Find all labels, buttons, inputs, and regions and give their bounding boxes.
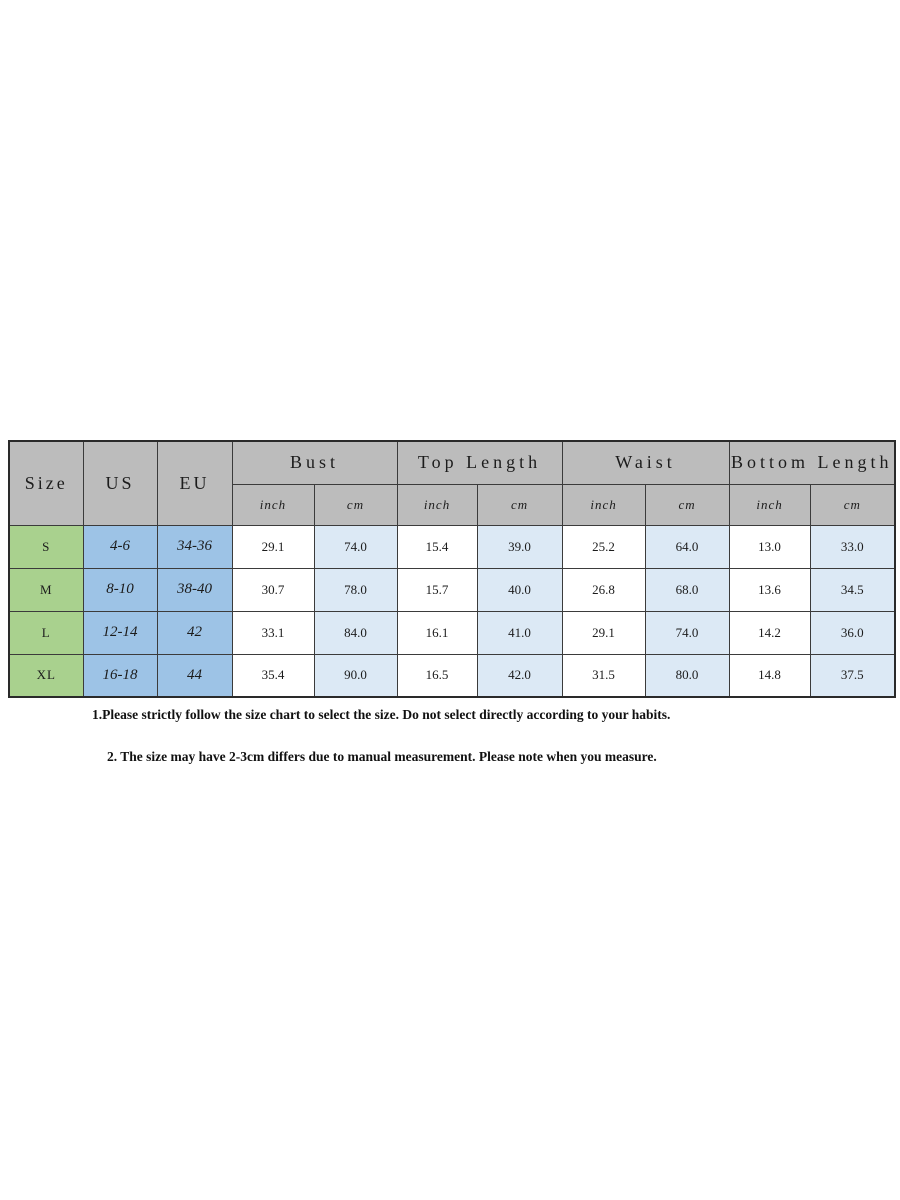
unit-header-bottom-length-cm: cm: [809, 483, 896, 526]
unit-header-waist-inch: inch: [561, 483, 646, 526]
us-value: 16-18: [82, 653, 158, 698]
eu-value: 44: [156, 653, 233, 698]
size-value: XL: [8, 653, 84, 698]
bottom-length-inch-value: 14.8: [728, 653, 811, 698]
bust-inch-value: 29.1: [231, 524, 315, 569]
waist-cm-value: 64.0: [644, 524, 730, 569]
bust-inch-value: 33.1: [231, 610, 315, 655]
bottom-length-cm-value: 34.5: [809, 567, 896, 612]
bust-inch-value: 35.4: [231, 653, 315, 698]
unit-header-waist-cm: cm: [644, 483, 730, 526]
top-length-inch-value: 16.1: [396, 610, 478, 655]
waist-inch-value: 29.1: [561, 610, 646, 655]
column-header-size: Size: [8, 440, 84, 526]
bust-cm-value: 90.0: [313, 653, 398, 698]
size-value: L: [8, 610, 84, 655]
column-group-bottom-length: Bottom Length: [728, 440, 896, 485]
table-row-size-m: M 8-10 38-40 30.7 78.0 15.7 40.0 26.8 68…: [8, 567, 896, 612]
size-value: M: [8, 567, 84, 612]
unit-header-bust-cm: cm: [313, 483, 398, 526]
us-value: 8-10: [82, 567, 158, 612]
bottom-length-inch-value: 14.2: [728, 610, 811, 655]
top-length-inch-value: 16.5: [396, 653, 478, 698]
waist-cm-value: 80.0: [644, 653, 730, 698]
waist-cm-value: 74.0: [644, 610, 730, 655]
column-group-top-length: Top Length: [396, 440, 563, 485]
eu-value: 38-40: [156, 567, 233, 612]
bust-cm-value: 74.0: [313, 524, 398, 569]
bust-cm-value: 78.0: [313, 567, 398, 612]
bust-inch-value: 30.7: [231, 567, 315, 612]
bottom-length-cm-value: 37.5: [809, 653, 896, 698]
bottom-length-cm-value: 36.0: [809, 610, 896, 655]
top-length-inch-value: 15.7: [396, 567, 478, 612]
unit-header-bust-inch: inch: [231, 483, 315, 526]
waist-inch-value: 31.5: [561, 653, 646, 698]
top-length-cm-value: 39.0: [476, 524, 563, 569]
note-select-size: 1.Please strictly follow the size chart …: [92, 707, 671, 722]
bust-cm-value: 84.0: [313, 610, 398, 655]
unit-header-top-length-cm: cm: [476, 483, 563, 526]
unit-header-top-length-inch: inch: [396, 483, 478, 526]
waist-cm-value: 68.0: [644, 567, 730, 612]
eu-value: 34-36: [156, 524, 233, 569]
us-value: 12-14: [82, 610, 158, 655]
eu-value: 42: [156, 610, 233, 655]
table-row-size-l: L 12-14 42 33.1 84.0 16.1 41.0 29.1 74.0…: [8, 610, 896, 655]
unit-header-bottom-length-inch: inch: [728, 483, 811, 526]
column-group-waist: Waist: [561, 440, 730, 485]
top-length-cm-value: 41.0: [476, 610, 563, 655]
bottom-length-inch-value: 13.6: [728, 567, 811, 612]
column-header-us: US: [82, 440, 158, 526]
waist-inch-value: 26.8: [561, 567, 646, 612]
waist-inch-value: 25.2: [561, 524, 646, 569]
us-value: 4-6: [82, 524, 158, 569]
bottom-length-inch-value: 13.0: [728, 524, 811, 569]
column-header-eu: EU: [156, 440, 233, 526]
bottom-length-cm-value: 33.0: [809, 524, 896, 569]
table-row-size-s: S 4-6 34-36 29.1 74.0 15.4 39.0 25.2 64.…: [8, 524, 896, 569]
top-length-inch-value: 15.4: [396, 524, 478, 569]
note-measurement-tolerance: 2. The size may have 2-3cm differs due t…: [107, 749, 657, 764]
table-row-size-xl: XL 16-18 44 35.4 90.0 16.5 42.0 31.5 80.…: [8, 653, 896, 698]
top-length-cm-value: 42.0: [476, 653, 563, 698]
column-group-bust: Bust: [231, 440, 398, 485]
size-chart-table: Size US EU Bust Top Length Waist Bottom …: [8, 440, 897, 698]
size-value: S: [8, 524, 84, 569]
top-length-cm-value: 40.0: [476, 567, 563, 612]
